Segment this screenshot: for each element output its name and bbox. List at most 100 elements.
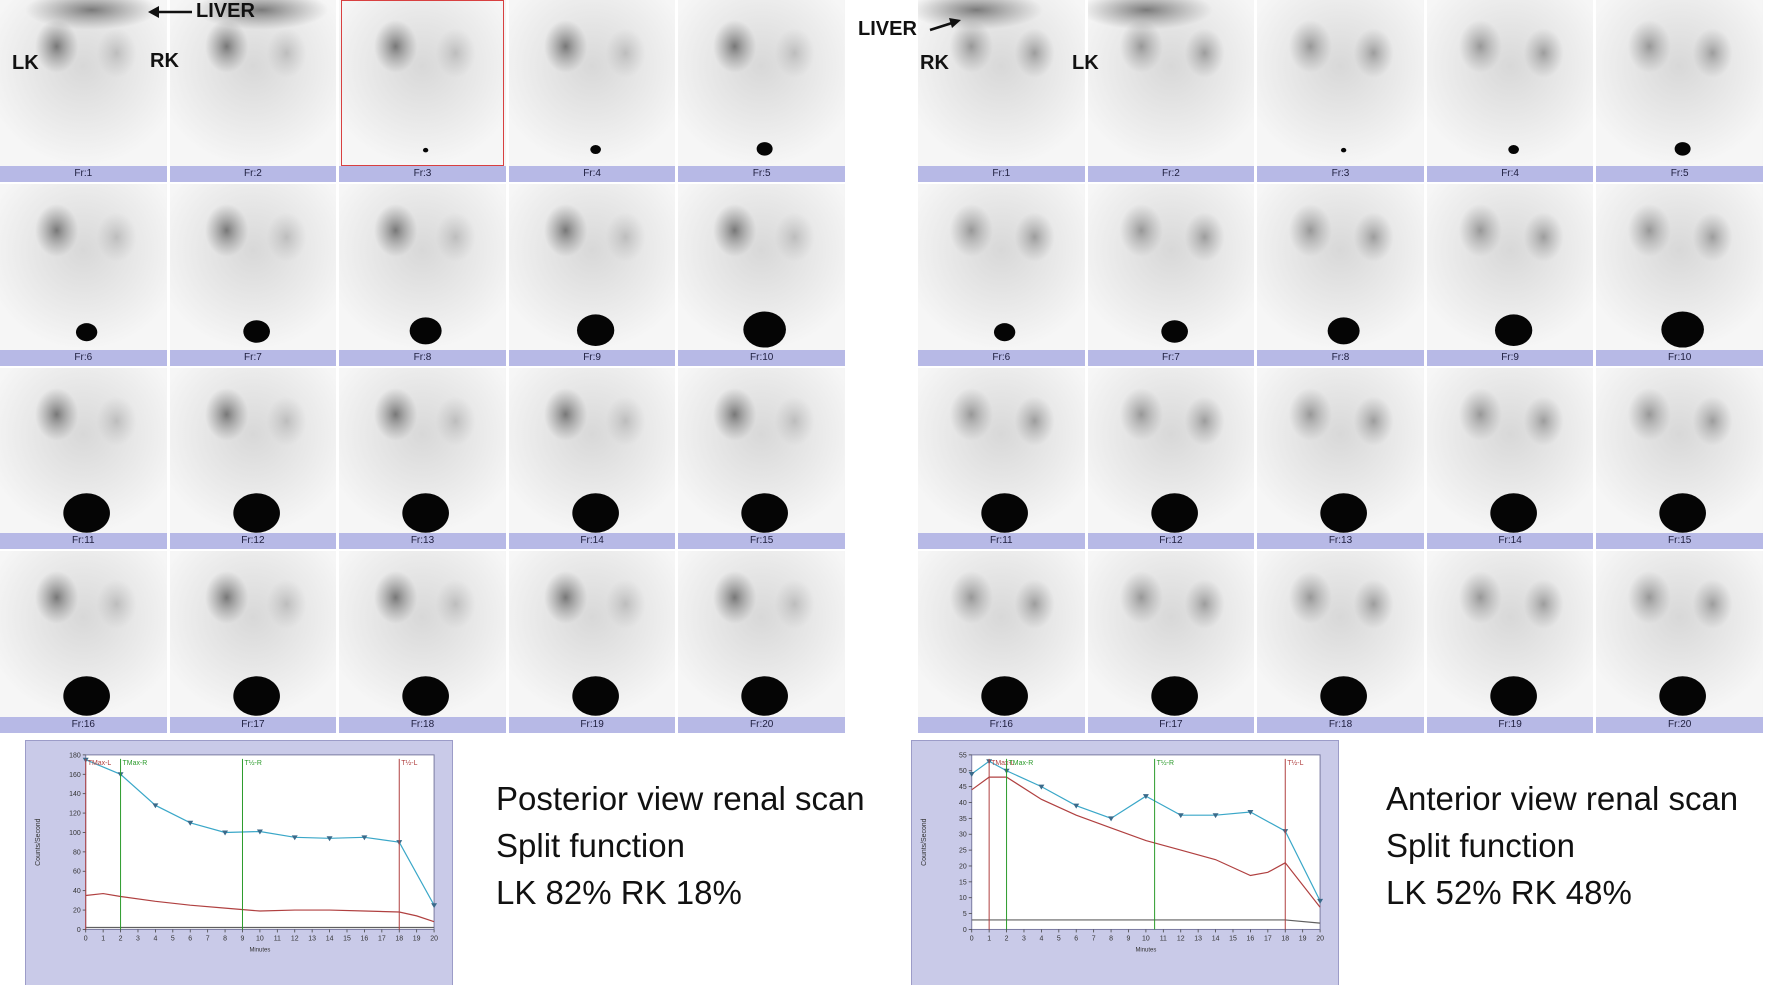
posterior-frame-18[interactable]: Fr:18 xyxy=(339,551,506,733)
anterior-frame-image xyxy=(1257,183,1424,350)
anterior-frame-label: Fr:13 xyxy=(1257,533,1424,550)
anterior-frame-7[interactable]: Fr:7 xyxy=(1087,183,1255,366)
anterior-frame-image xyxy=(1596,183,1763,350)
posterior-chart-ytick-label: 0 xyxy=(77,927,81,934)
posterior-frame-image xyxy=(678,183,845,350)
posterior-chart-xtick-label: 7 xyxy=(206,935,210,942)
anterior-frame-image xyxy=(1257,0,1424,166)
posterior-frame-image xyxy=(508,0,676,166)
anterior-frame-19[interactable]: Fr:19 xyxy=(1426,551,1594,733)
anterior-frame-15[interactable]: Fr:15 xyxy=(1596,367,1763,550)
posterior-frame-label: Fr:9 xyxy=(508,349,676,366)
posterior-frame-image xyxy=(0,0,167,166)
anterior-frame-label: Fr:10 xyxy=(1596,349,1763,366)
posterior-frame-label: Fr:7 xyxy=(169,349,337,366)
posterior-chart-xtick-label: 13 xyxy=(308,935,316,942)
anterior-frame-9[interactable]: Fr:9 xyxy=(1426,183,1594,366)
anterior-frame-image xyxy=(1596,0,1763,166)
posterior-frame-12[interactable]: Fr:12 xyxy=(169,367,337,550)
posterior-caption: Posterior view renal scan Split function… xyxy=(496,775,865,916)
anterior-chart-series-1-point xyxy=(1073,803,1080,809)
anterior-frame-14[interactable]: Fr:14 xyxy=(1426,367,1594,550)
anterior-chart-ylabel: Counts/Second xyxy=(921,818,928,865)
posterior-frame-image xyxy=(169,0,337,166)
posterior-frame-14[interactable]: Fr:14 xyxy=(508,367,676,550)
anterior-chart-xtick-label: 19 xyxy=(1299,935,1307,942)
posterior-frame-label: Fr:18 xyxy=(339,717,506,733)
anterior-frame-image xyxy=(1087,183,1255,350)
posterior-frame-7[interactable]: Fr:7 xyxy=(169,183,337,366)
anterior-chart-ytick-label: 30 xyxy=(959,832,967,839)
posterior-frame-8[interactable]: Fr:8 xyxy=(339,183,506,366)
posterior-frame-20[interactable]: Fr:20 xyxy=(678,551,845,733)
posterior-frame-label: Fr:8 xyxy=(339,349,506,366)
posterior-frame-19[interactable]: Fr:19 xyxy=(508,551,676,733)
posterior-frame-17[interactable]: Fr:17 xyxy=(169,551,337,733)
posterior-frame-image xyxy=(169,367,337,534)
anterior-frame-20[interactable]: Fr:20 xyxy=(1596,551,1763,733)
posterior-frame-image xyxy=(508,367,676,534)
anterior-chart-xtick-label: 14 xyxy=(1212,935,1220,942)
posterior-chart-marker-label: T½-L xyxy=(401,759,417,767)
posterior-chart-series-1-point xyxy=(256,829,263,835)
anterior-frame-16[interactable]: Fr:16 xyxy=(918,551,1085,733)
posterior-frame-1[interactable]: Fr:1 xyxy=(0,0,167,182)
anterior-frame-label: Fr:12 xyxy=(1087,533,1255,550)
anterior-chart-series-1-point xyxy=(1177,813,1184,819)
posterior-renogram-chart: 0 20 40 60 80 100 120 140 160 180 0 1 2 3 4 5 6 7 8 9 10 11 12… xyxy=(25,740,453,985)
anterior-frame-6[interactable]: Fr:6 xyxy=(918,183,1085,366)
posterior-frame-15[interactable]: Fr:15 xyxy=(678,367,845,550)
anterior-chart-ytick-label: 0 xyxy=(963,927,967,934)
posterior-frame-13[interactable]: Fr:13 xyxy=(339,367,506,550)
posterior-liver-label: LIVER xyxy=(196,0,255,22)
posterior-frame-label: Fr:20 xyxy=(678,717,845,733)
anterior-frame-17[interactable]: Fr:17 xyxy=(1087,551,1255,733)
posterior-chart-xtick-label: 4 xyxy=(153,935,157,942)
anterior-frame-3[interactable]: Fr:3 xyxy=(1257,0,1424,182)
posterior-chart-ytick-label: 60 xyxy=(73,869,81,876)
anterior-frame-label: Fr:1 xyxy=(918,165,1085,182)
anterior-frame-grid: Fr:1 Fr:2 Fr:3 Fr:4 Fr:5 Fr:6 Fr:7 Fr:8 Fr:9 Fr:1… xyxy=(918,0,1763,733)
anterior-frame-4[interactable]: Fr:4 xyxy=(1426,0,1594,182)
anterior-frame-5[interactable]: Fr:5 xyxy=(1596,0,1763,182)
posterior-frame-label: Fr:1 xyxy=(0,165,167,182)
posterior-frame-6[interactable]: Fr:6 xyxy=(0,183,167,366)
anterior-frame-8[interactable]: Fr:8 xyxy=(1257,183,1424,366)
anterior-chart-ytick-label: 55 xyxy=(959,752,967,759)
anterior-chart-xtick-label: 9 xyxy=(1127,935,1131,942)
posterior-chart-marker-label: TMax-L xyxy=(88,760,112,767)
anterior-chart-ytick-label: 45 xyxy=(959,784,967,791)
anterior-liver-arrow-icon xyxy=(929,18,961,32)
anterior-chart-marker-label: T½-R xyxy=(1157,759,1174,767)
anterior-frame-2[interactable]: Fr:2 xyxy=(1087,0,1255,182)
anterior-frame-label: Fr:4 xyxy=(1426,165,1594,182)
anterior-chart-series-1-point xyxy=(1108,816,1115,822)
anterior-right-kidney-label: RK xyxy=(920,52,949,74)
posterior-frame-5[interactable]: Fr:5 xyxy=(678,0,845,182)
posterior-frame-label: Fr:17 xyxy=(169,717,337,733)
posterior-frame-label: Fr:11 xyxy=(0,533,167,550)
posterior-frame-3[interactable]: Fr:3 xyxy=(339,0,506,182)
posterior-frame-9[interactable]: Fr:9 xyxy=(508,183,676,366)
posterior-frame-10[interactable]: Fr:10 xyxy=(678,183,845,366)
posterior-chart-series-1-point xyxy=(431,903,438,909)
posterior-frame-2[interactable]: Fr:2 xyxy=(169,0,337,182)
anterior-frame-11[interactable]: Fr:11 xyxy=(918,367,1085,550)
anterior-frame-1[interactable]: Fr:1 xyxy=(918,0,1085,182)
posterior-frame-image xyxy=(0,367,167,534)
posterior-chart-xtick-label: 6 xyxy=(188,935,192,942)
anterior-chart-xtick-label: 16 xyxy=(1247,935,1255,942)
posterior-frame-image xyxy=(339,0,506,166)
anterior-frame-13[interactable]: Fr:13 xyxy=(1257,367,1424,550)
anterior-frame-12[interactable]: Fr:12 xyxy=(1087,367,1255,550)
posterior-chart-series-1-point xyxy=(152,803,159,809)
posterior-frame-image xyxy=(339,551,506,717)
posterior-frame-11[interactable]: Fr:11 xyxy=(0,367,167,550)
anterior-frame-18[interactable]: Fr:18 xyxy=(1257,551,1424,733)
anterior-chart-xtick-label: 8 xyxy=(1109,935,1113,942)
posterior-frame-16[interactable]: Fr:16 xyxy=(0,551,167,733)
posterior-frame-label: Fr:5 xyxy=(678,165,845,182)
anterior-frame-image xyxy=(918,367,1085,534)
posterior-frame-4[interactable]: Fr:4 xyxy=(508,0,676,182)
anterior-frame-10[interactable]: Fr:10 xyxy=(1596,183,1763,366)
